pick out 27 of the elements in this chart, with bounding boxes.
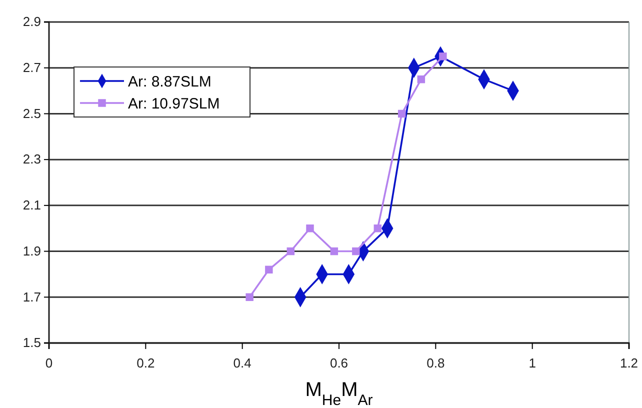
x-tick-label: 0.6	[330, 356, 348, 371]
point	[417, 75, 426, 84]
point	[374, 224, 382, 232]
x-tick-label: 1.2	[620, 356, 638, 371]
point	[398, 110, 406, 118]
point	[246, 293, 254, 302]
y-tick-label: 2.5	[22, 106, 41, 121]
point	[306, 224, 314, 232]
y-tick-label: 2.7	[22, 60, 41, 76]
x-tick-label: 0.8	[426, 356, 445, 371]
legend-label: Ar: 8.87SLM	[128, 73, 212, 90]
y-tick-label: 1.7	[22, 289, 41, 304]
point	[352, 247, 360, 256]
point	[330, 247, 338, 256]
x-tick-label: 1	[528, 356, 536, 371]
x-tick-label: 0.2	[136, 356, 155, 371]
y-tick-label: 1.9	[22, 243, 41, 258]
point	[286, 247, 295, 256]
x-tick-label: 0.4	[233, 356, 252, 371]
x-axis-title: M$_{He}$M$_{Ar}$	[305, 379, 373, 408]
y-tick-label: 2.9	[22, 14, 41, 30]
point	[265, 266, 273, 274]
legend-label: Ar: 10.97SLM	[128, 95, 220, 112]
x-tick-label: 0	[45, 356, 53, 371]
y-tick-label: 2.1	[22, 198, 41, 213]
y-tick-label: 1.5	[22, 335, 41, 350]
y-tick-label: 2.3	[22, 152, 41, 167]
